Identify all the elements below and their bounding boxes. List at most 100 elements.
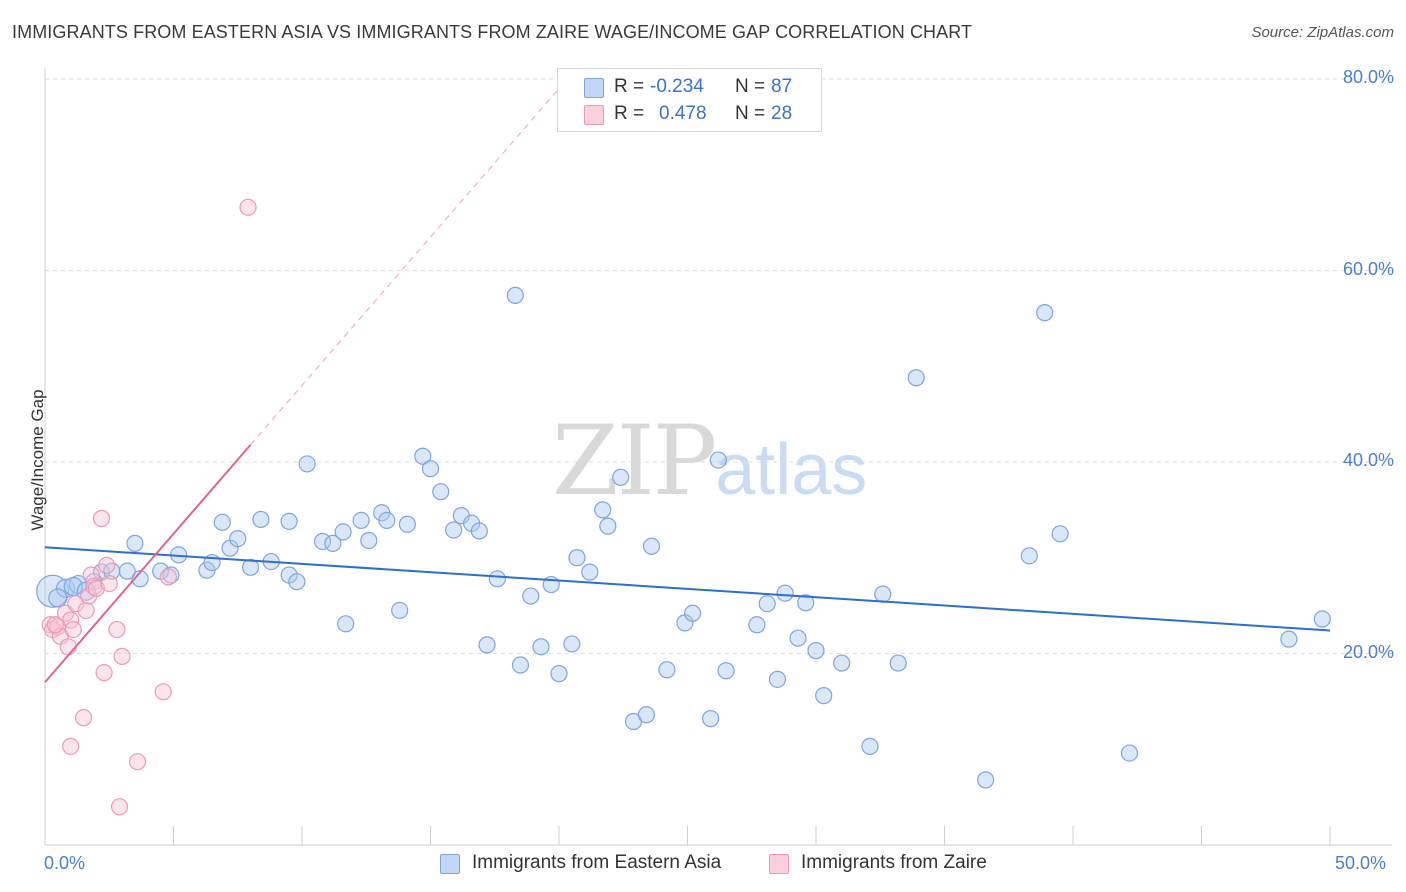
source-label: Source: ZipAtlas.com	[1251, 24, 1394, 41]
data-point-eastern-asia	[1313, 610, 1331, 628]
data-point-zaire	[77, 601, 95, 620]
data-point-eastern-asia	[642, 537, 661, 555]
data-point-eastern-asia	[758, 595, 776, 613]
data-point-eastern-asia	[288, 573, 306, 591]
data-point-eastern-asia	[977, 771, 995, 789]
data-point-zaire	[108, 620, 126, 639]
legend-r-value: -0.234	[650, 76, 704, 97]
data-point-eastern-asia	[815, 687, 833, 705]
legend-n-value: 87	[771, 76, 793, 97]
data-point-eastern-asia	[1020, 547, 1038, 565]
data-point-zaire	[92, 509, 111, 528]
data-point-eastern-asia	[807, 642, 825, 660]
data-point-eastern-asia	[581, 563, 599, 581]
legend-n-label: N =	[735, 76, 766, 97]
data-point-eastern-asia	[550, 665, 568, 683]
data-point-eastern-asia	[797, 594, 815, 612]
data-point-eastern-asia	[126, 534, 144, 552]
data-point-eastern-asia	[414, 447, 432, 465]
y-axis-label-text: Wage/Income Gap	[28, 389, 47, 531]
data-point-eastern-asia	[213, 513, 231, 531]
data-point-eastern-asia	[118, 562, 136, 580]
data-point-zaire	[64, 620, 82, 639]
data-point-eastern-asia	[709, 451, 727, 469]
data-point-eastern-asia	[360, 531, 378, 550]
trend-line-zaire	[44, 444, 252, 683]
data-point-zaire	[128, 753, 147, 771]
data-point-zaire	[46, 616, 64, 634]
data-point-eastern-asia	[488, 570, 506, 588]
data-point-eastern-asia	[398, 515, 416, 533]
legend-r-label: R =	[614, 103, 645, 124]
data-point-eastern-asia	[470, 522, 488, 540]
data-point-eastern-asia	[280, 512, 298, 530]
data-point-eastern-asia	[445, 521, 463, 539]
data-point-eastern-asia	[1280, 630, 1298, 648]
y-tick-label: 20.0%	[1342, 641, 1394, 662]
data-point-eastern-asia	[522, 587, 540, 605]
data-point-eastern-asia	[334, 523, 352, 541]
data-point-eastern-asia	[1120, 744, 1139, 762]
data-point-eastern-asia	[378, 511, 396, 530]
legend-n-value: 28	[771, 103, 793, 124]
data-point-zaire	[239, 198, 257, 216]
data-point-eastern-asia	[478, 636, 496, 654]
data-point-eastern-asia	[658, 661, 676, 679]
data-point-zaire	[100, 575, 118, 593]
series-swatch-blue	[440, 854, 460, 874]
data-point-zaire	[87, 579, 106, 597]
legend-row-eastern-asia: R = -0.234 N = 87	[558, 74, 821, 100]
series-legend-label: Immigrants from Zaire	[801, 852, 987, 873]
data-point-eastern-asia	[684, 604, 702, 622]
data-point-eastern-asia	[563, 635, 581, 653]
data-point-zaire	[113, 647, 131, 665]
data-point-zaire	[62, 611, 80, 629]
data-point-eastern-asia	[506, 286, 524, 304]
data-point-eastern-asia	[131, 570, 149, 588]
legend-n-label: N =	[735, 103, 766, 124]
data-point-eastern-asia	[768, 670, 787, 688]
data-point-eastern-asia	[861, 737, 879, 755]
watermark: ZIPatlas	[552, 405, 867, 517]
y-tick-label: 80.0%	[1342, 67, 1394, 87]
data-point-eastern-asia	[789, 629, 807, 647]
data-point-eastern-asia	[313, 532, 332, 551]
data-point-zaire	[98, 556, 116, 575]
data-point-eastern-asia	[432, 483, 450, 501]
data-point-eastern-asia	[229, 529, 247, 548]
legend-swatch-pink	[584, 105, 604, 125]
data-point-eastern-asia	[594, 501, 612, 519]
correlation-legend: R = -0.234 N = 87 R = 0.478 N = 28	[557, 68, 822, 132]
legend-row-zaire: R = 0.478 N = 28	[558, 101, 821, 127]
data-point-zaire	[59, 638, 77, 656]
series-swatch-pink	[769, 854, 789, 874]
data-point-eastern-asia	[568, 549, 586, 567]
data-point-eastern-asia	[421, 460, 440, 478]
data-point-eastern-asia	[599, 517, 617, 535]
data-point-eastern-asia	[63, 576, 83, 597]
data-point-zaire	[95, 664, 113, 682]
series-legend-label: Immigrants from Eastern Asia	[472, 852, 722, 873]
data-point-eastern-asia	[511, 656, 530, 674]
trend-line-zaire-extension	[250, 88, 560, 446]
y-axis-label: Wage/Income Gap	[8, 380, 47, 540]
data-point-zaire	[62, 737, 80, 755]
data-point-eastern-asia	[874, 585, 892, 603]
data-point-eastern-asia	[1051, 525, 1069, 543]
data-point-zaire	[74, 709, 93, 727]
x-tick-max: 50.0%	[1335, 853, 1387, 873]
data-point-eastern-asia	[532, 638, 550, 656]
data-point-eastern-asia	[352, 511, 370, 530]
trend-line-eastern-asia	[44, 546, 1331, 632]
data-point-eastern-asia	[776, 584, 794, 602]
data-point-eastern-asia	[48, 588, 68, 608]
data-point-eastern-asia	[391, 601, 409, 620]
data-point-zaire	[110, 798, 129, 816]
data-point-eastern-asia	[702, 710, 720, 728]
y-tick-label: 60.0%	[1342, 258, 1394, 279]
data-point-eastern-asia	[748, 616, 766, 634]
data-point-eastern-asia	[1036, 304, 1054, 322]
data-point-zaire	[154, 683, 172, 701]
data-point-eastern-asia	[337, 615, 355, 633]
